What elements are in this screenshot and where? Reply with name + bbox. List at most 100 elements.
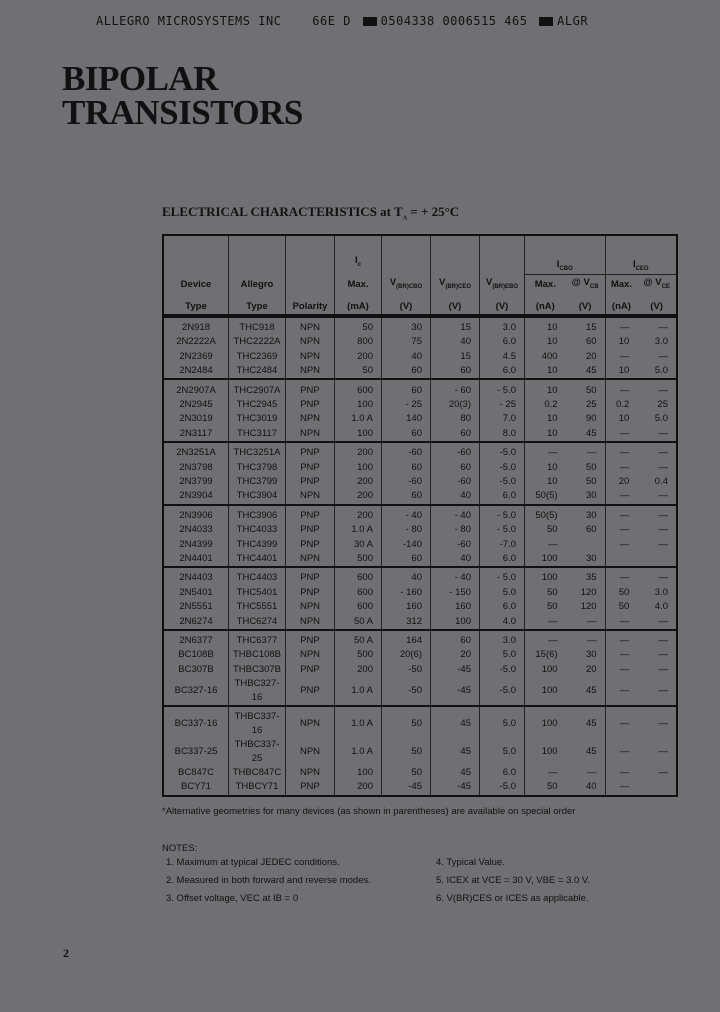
table-cell: — xyxy=(658,524,669,536)
table-cell: 60 xyxy=(381,379,431,398)
table-cell: — xyxy=(658,322,669,334)
table-cell: 2N2945 xyxy=(179,399,213,411)
table-cell: 10 xyxy=(604,335,638,350)
characteristics-table: Device Type Allegro Type Polarity Ic Max. (m… xyxy=(162,234,678,797)
table-cell: THC2369 xyxy=(228,349,286,365)
table-cell: 100 xyxy=(430,614,480,630)
table-cell: THBC337-25 xyxy=(228,737,286,766)
table-row: 2N3117 THC3117 NPN 100 60 60 8.0 10 45— — xyxy=(163,426,677,443)
table-cell: THC4403 xyxy=(228,567,286,586)
table-title-text: ELECTRICAL CHARACTERISTICS at T xyxy=(162,204,403,219)
table-cell: 4.0 xyxy=(654,601,668,613)
table-cell: — xyxy=(604,648,638,663)
table-cell: 4.0 xyxy=(479,614,525,630)
table-cell: 6.0 xyxy=(479,599,525,615)
table-row: 2N2222A THC2222A NPN 800 75 40 6.0 10 60 10 3.0 xyxy=(163,335,677,350)
table-cell: 50 xyxy=(334,364,382,380)
table-cell: — xyxy=(604,426,638,443)
table-cell: 30 xyxy=(585,649,597,661)
table-cell: 200 xyxy=(334,489,382,505)
table-cell: THBC108B xyxy=(228,648,286,663)
table-cell: 50(5) xyxy=(523,489,566,505)
table-cell: 10 xyxy=(523,315,566,336)
table-cell: - 5.0 xyxy=(479,379,525,398)
table-cell: - 40 xyxy=(381,504,431,523)
table-cell: NPN xyxy=(285,599,335,615)
table-cell: 60 xyxy=(430,364,480,380)
table-title-sub: A xyxy=(402,215,408,222)
table-cell: 30 xyxy=(381,315,431,336)
table-row: 2N4401 THC4401 NPN 500 60 40 6.0 100 30 xyxy=(163,551,677,568)
table-cell: 60 xyxy=(430,460,480,475)
table-cell: NPN xyxy=(285,335,335,350)
table-cell: 50 xyxy=(585,475,597,487)
table-cell: 3.0 xyxy=(654,586,668,598)
table-cell: PNP xyxy=(285,537,335,552)
table-cell: -60 xyxy=(381,442,431,461)
page-title: BIPOLAR TRANSISTORS xyxy=(62,61,303,130)
table-cell: 45 xyxy=(430,737,480,766)
table-cell: PNP xyxy=(285,442,335,461)
table-cell: THBC327-16 xyxy=(228,676,286,706)
table-cell: THC5401 xyxy=(228,585,286,600)
table-cell: — xyxy=(658,663,669,675)
table-cell: 50 xyxy=(381,705,431,738)
table-cell: PNP xyxy=(285,629,335,649)
table-cell: 3.0 xyxy=(479,315,525,336)
table-cell: -60 xyxy=(430,474,480,490)
table-row: 2N3906 THC3906 PNP 200- 40- 40- 5.0 50(5) 30—… xyxy=(163,504,677,523)
table-cell: NPN xyxy=(285,614,335,630)
table-cell: 80 xyxy=(430,412,480,427)
table-cell: 6.0 xyxy=(479,335,525,350)
table-cell: 8.0 xyxy=(479,426,525,443)
table-cell: - 40 xyxy=(430,504,480,523)
table-cell: 10 xyxy=(604,412,638,427)
table-cell: 2N2484 xyxy=(179,365,213,377)
table-cell: 40 xyxy=(430,335,480,350)
table-row: BC337-25 THBC337-25 NPN 1.0 A 50 45 5.0 100 45— — xyxy=(163,737,677,766)
table-cell: 6.0 xyxy=(479,489,525,505)
table-cell: - 40 xyxy=(430,567,480,586)
table-cell: 50 A xyxy=(334,614,382,630)
col-iceo-max: Max. (nA) xyxy=(604,274,638,316)
table-cell: THBC307B xyxy=(228,662,286,677)
table-cell: -5.0 xyxy=(479,442,525,461)
table-cell: 4.5 xyxy=(479,349,525,365)
table-cell: -45 xyxy=(430,676,480,706)
table-cell: PNP xyxy=(285,379,335,398)
table-cell: 50 xyxy=(604,599,638,615)
table-cell: — xyxy=(658,615,669,627)
note-item: 2. Measured in both forward and reverse … xyxy=(166,875,371,886)
table-cell: 100 xyxy=(334,460,382,475)
table-cell: -5.0 xyxy=(479,676,525,706)
table-cell: -60 xyxy=(430,442,480,461)
table-header: Device Type Allegro Type Polarity Ic Max. (m… xyxy=(163,235,677,316)
table-cell: 40 xyxy=(585,781,597,793)
table-cell: 50 xyxy=(604,585,638,600)
table-cell: — xyxy=(658,717,669,729)
row-group: 2N6377 THC6377 PNP 50 A 164 60 3.0— — — — BC108B TH… xyxy=(163,629,677,706)
table-cell xyxy=(637,552,677,567)
table-cell: -5.0 xyxy=(479,662,525,677)
table-cell: THC2222A xyxy=(228,335,286,350)
table-cell: 100 xyxy=(334,765,382,781)
table-cell: — xyxy=(658,745,669,757)
table-cell: THC4399 xyxy=(228,537,286,552)
table-cell: 100 xyxy=(334,426,382,443)
table-cell: 60 xyxy=(381,489,431,505)
col-vebo: V(BR)EBO (V) xyxy=(479,235,525,316)
table-cell: — xyxy=(604,676,638,706)
table-cell: 200 xyxy=(334,349,382,365)
table-cell: 50 xyxy=(334,315,382,336)
table-cell: 1.0 A xyxy=(334,705,382,738)
table-cell: NPN xyxy=(285,551,335,568)
table-row: 2N5401 THC5401 PNP 600- 160- 150 5.0 50 120 50 3… xyxy=(163,585,677,600)
table-cell: 312 xyxy=(381,614,431,630)
table-cell: 600 xyxy=(334,379,382,398)
table-cell: 2N6274 xyxy=(179,615,213,627)
table-cell: 3.0 xyxy=(654,336,668,348)
table-title: ELECTRICAL CHARACTERISTICS at TA = + 25°… xyxy=(162,204,459,222)
table-cell: 2N3019 xyxy=(179,413,213,425)
table-cell: 60 xyxy=(381,426,431,443)
row-group: 2N3906 THC3906 PNP 200- 40- 40- 5.0 50(5) 30—… xyxy=(163,504,677,568)
